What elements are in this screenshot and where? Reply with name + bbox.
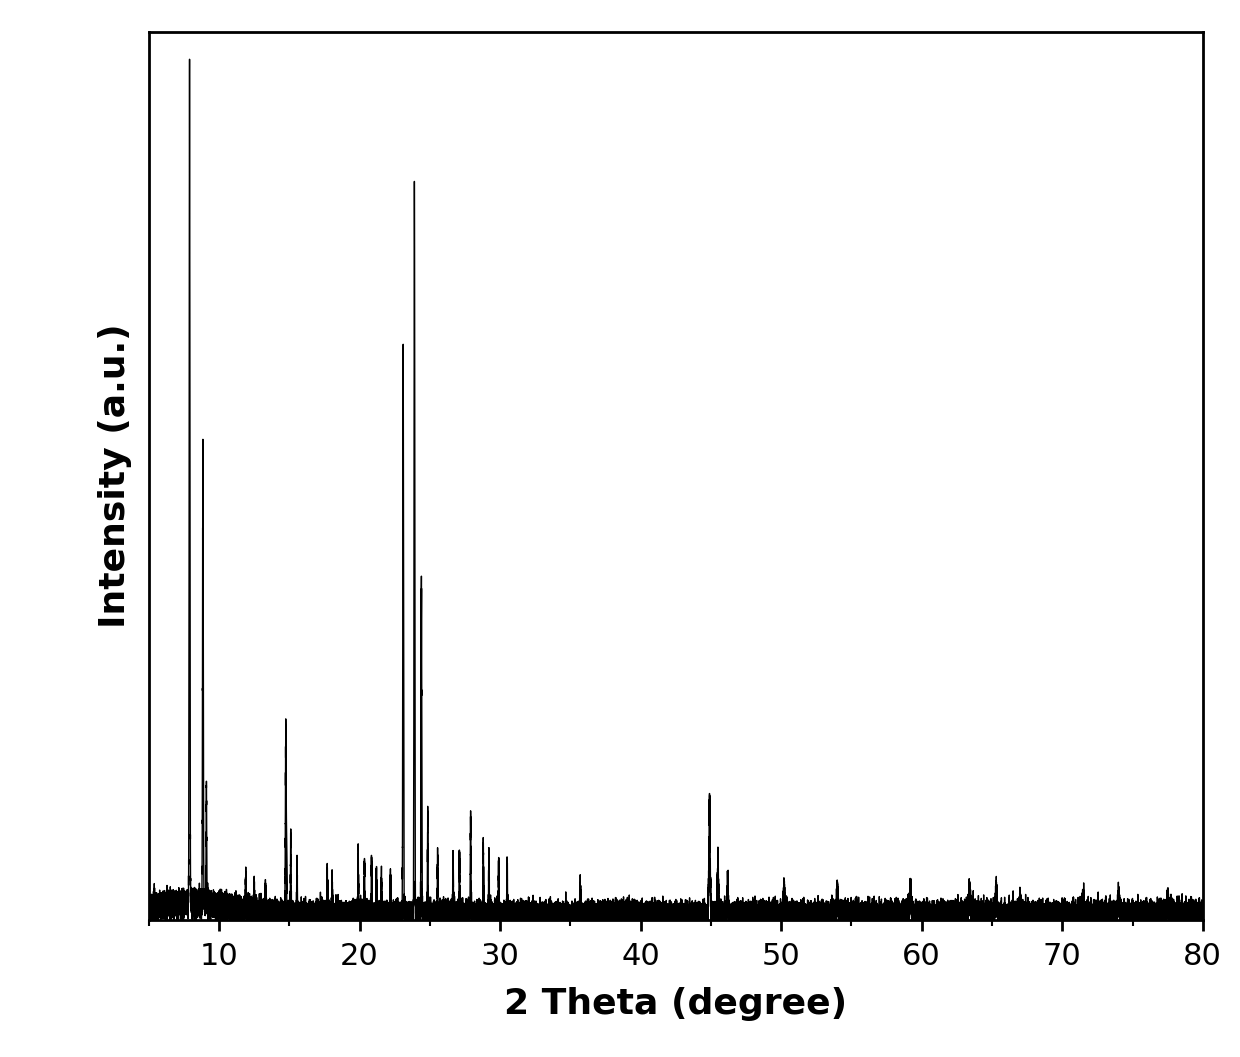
Y-axis label: Intensity (a.u.): Intensity (a.u.) (98, 323, 133, 628)
X-axis label: 2 Theta (degree): 2 Theta (degree) (505, 987, 847, 1021)
